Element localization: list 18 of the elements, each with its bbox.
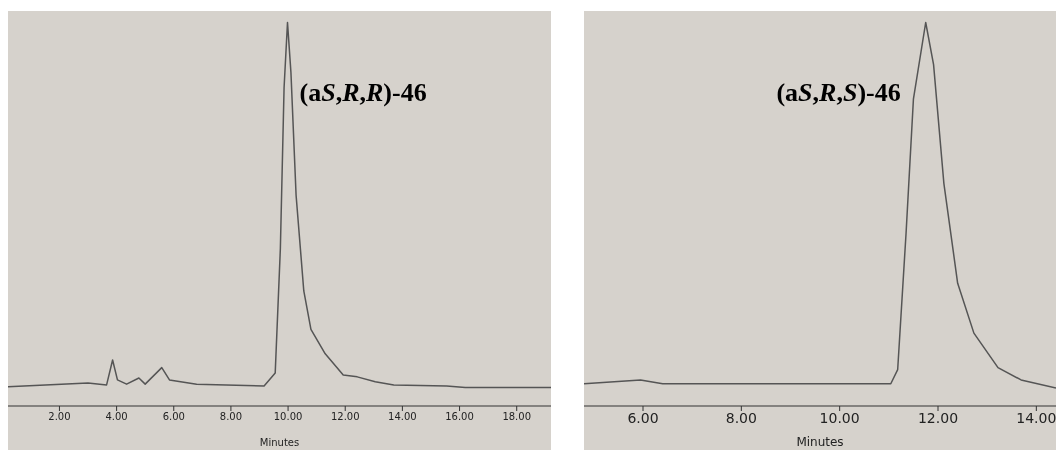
- x-tick-label: 10.00: [273, 411, 303, 423]
- x-tick-label: 6.00: [627, 409, 659, 426]
- x-axis-title: Minutes: [796, 435, 844, 449]
- x-axis-title: Minutes: [259, 437, 300, 448]
- x-tick-label: 12.00: [917, 409, 959, 426]
- x-tick-label: 18.00: [502, 411, 532, 423]
- x-tick-label: 4.00: [105, 411, 128, 423]
- annotation: (aS,R,S)-46: [776, 77, 901, 107]
- x-tick-label: 8.00: [219, 411, 243, 423]
- x-tick-label: 6.00: [162, 411, 185, 423]
- x-tick-label: 10.00: [819, 409, 860, 426]
- x-tick-label: 2.00: [48, 411, 71, 423]
- x-tick-label: 16.00: [445, 411, 474, 423]
- x-tick-label: 14.00: [1016, 409, 1056, 426]
- x-tick-label: 8.00: [725, 409, 757, 426]
- x-tick-label: 12.00: [330, 411, 360, 423]
- x-tick-label: 14.00: [388, 411, 417, 423]
- annotation: (aS,R,R)-46: [299, 77, 427, 107]
